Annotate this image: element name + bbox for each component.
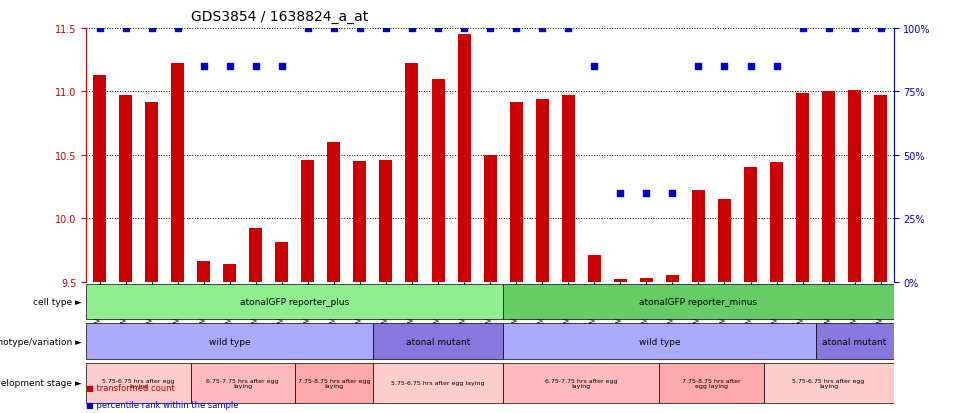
Bar — [504, 324, 816, 359]
Text: atonal mutant: atonal mutant — [406, 337, 470, 346]
Bar — [86, 284, 504, 320]
Bar — [764, 363, 894, 403]
Bar — [666, 275, 678, 282]
Point — [821, 26, 836, 32]
Point — [560, 26, 576, 32]
Point — [873, 26, 888, 32]
Bar — [406, 64, 418, 282]
Bar — [796, 93, 809, 282]
Bar — [171, 64, 185, 282]
Point — [847, 26, 862, 32]
Bar — [197, 262, 210, 282]
Point — [379, 26, 394, 32]
Text: wild type: wild type — [638, 337, 680, 346]
Point — [170, 26, 185, 32]
Bar — [659, 363, 764, 403]
Point — [482, 26, 498, 32]
Text: ■ percentile rank within the sample: ■ percentile rank within the sample — [86, 400, 239, 409]
Point — [222, 64, 237, 70]
Bar — [295, 363, 373, 403]
Bar — [190, 363, 295, 403]
Point — [353, 26, 368, 32]
Point — [612, 190, 628, 197]
Point — [639, 190, 654, 197]
Point — [274, 64, 289, 70]
Bar — [509, 102, 523, 282]
Bar — [328, 143, 340, 282]
Point — [248, 64, 263, 70]
Bar — [504, 284, 894, 320]
Point — [769, 64, 784, 70]
Text: 6.75-7.75 hrs after egg
laying: 6.75-7.75 hrs after egg laying — [545, 377, 618, 389]
Text: ■ transformed count: ■ transformed count — [86, 383, 175, 392]
Bar — [223, 264, 236, 282]
Text: 5.75-6.75 hrs after egg laying: 5.75-6.75 hrs after egg laying — [391, 380, 484, 386]
Point — [743, 64, 758, 70]
Bar — [275, 243, 288, 282]
Bar — [588, 255, 601, 282]
Point — [300, 26, 315, 32]
Text: GDS3854 / 1638824_a_at: GDS3854 / 1638824_a_at — [191, 10, 369, 24]
Point — [118, 26, 134, 32]
Text: cell type ►: cell type ► — [33, 297, 82, 306]
Bar — [145, 102, 159, 282]
Bar — [457, 35, 471, 282]
Bar — [875, 96, 887, 282]
Bar — [614, 279, 627, 282]
Point — [92, 26, 108, 32]
Point — [534, 26, 550, 32]
Bar — [354, 162, 366, 282]
Bar — [562, 96, 575, 282]
Point — [665, 190, 680, 197]
Text: atonal mutant: atonal mutant — [823, 337, 887, 346]
Point — [196, 64, 211, 70]
Bar — [535, 100, 549, 282]
Bar — [373, 363, 504, 403]
Bar — [431, 80, 445, 282]
Bar — [640, 278, 653, 282]
Point — [431, 26, 446, 32]
Bar — [119, 96, 132, 282]
Point — [795, 26, 810, 32]
Text: atonalGFP reporter_minus: atonalGFP reporter_minus — [639, 297, 757, 306]
Text: 6.75-7.75 hrs after egg
laying: 6.75-7.75 hrs after egg laying — [207, 377, 279, 389]
Bar — [744, 168, 757, 282]
Bar — [770, 163, 783, 282]
Bar — [816, 324, 894, 359]
Bar — [86, 363, 190, 403]
Bar — [718, 199, 731, 282]
Text: atonalGFP reporter_plus: atonalGFP reporter_plus — [240, 297, 350, 306]
Text: 7.75-8.75 hrs after egg
laying: 7.75-8.75 hrs after egg laying — [298, 377, 370, 389]
Text: 7.75-8.75 hrs after
egg laying: 7.75-8.75 hrs after egg laying — [682, 377, 741, 389]
Bar — [93, 76, 106, 282]
Point — [405, 26, 420, 32]
Bar — [380, 160, 392, 282]
Bar — [373, 324, 504, 359]
Point — [144, 26, 160, 32]
Point — [586, 64, 602, 70]
Bar — [249, 229, 262, 282]
Bar — [822, 92, 835, 282]
Bar — [504, 363, 659, 403]
Point — [717, 64, 732, 70]
Bar — [692, 191, 705, 282]
Bar — [849, 91, 861, 282]
Bar — [302, 160, 314, 282]
Text: 5.75-6.75 hrs after egg
laying: 5.75-6.75 hrs after egg laying — [793, 377, 865, 389]
Point — [326, 26, 341, 32]
Bar — [483, 155, 497, 282]
Text: wild type: wild type — [209, 337, 251, 346]
Point — [456, 26, 472, 32]
Text: development stage ►: development stage ► — [0, 379, 82, 387]
Point — [691, 64, 706, 70]
Text: 5.75-6.75 hrs after egg
laying: 5.75-6.75 hrs after egg laying — [103, 377, 175, 389]
Bar — [86, 324, 373, 359]
Text: genotype/variation ►: genotype/variation ► — [0, 337, 82, 346]
Point — [508, 26, 524, 32]
